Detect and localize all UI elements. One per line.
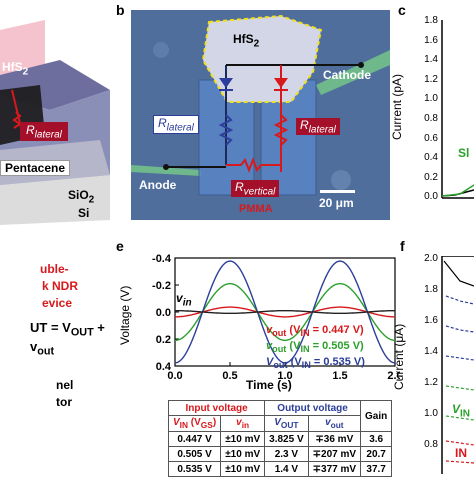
cell-vin: 0.447 V xyxy=(167,431,222,447)
panel-letter-e: e xyxy=(116,238,124,254)
table-sub-vin-small: vin xyxy=(220,415,266,432)
cell-vin-small: ±10 mV xyxy=(220,461,266,477)
y-tick-label: 0.2 xyxy=(156,334,171,346)
y-tick-label: 0.4 xyxy=(424,152,438,164)
optical-micrograph: HfS2 Cathode Anode Rlateral Rlateral Rve… xyxy=(131,10,390,220)
panel-c-ylabel: Current (pA) xyxy=(390,73,404,140)
series-line xyxy=(175,283,395,342)
y-tick-label: 1.6 xyxy=(424,34,438,46)
y-tick-label: 1.4 xyxy=(424,54,438,66)
channel-text: nel xyxy=(56,378,74,392)
x-tick-label: 0.0 xyxy=(167,370,182,382)
equation-text: UT = VOUT + vout xyxy=(30,320,105,358)
table-row: 0.535 V ±10 mV 1.4 V ∓377 mV 37.7 xyxy=(167,461,393,477)
y-tick-label: 0.6 xyxy=(424,132,438,144)
panel-e-legend: vout (VIN = 0.447 V) vout (VIN = 0.505 V)… xyxy=(266,324,365,373)
pentacene-label: Pentacene xyxy=(0,160,71,176)
panel-f-axes xyxy=(441,256,474,474)
panel-f-ylabel: Current (μA) xyxy=(392,323,406,390)
y-tick-label: 0.8 xyxy=(424,113,438,124)
cell-vout: 1.4 V xyxy=(264,461,309,477)
x-tick-label: 0.5 xyxy=(222,370,237,382)
cathode-label: Cathode xyxy=(323,68,371,82)
r-lateral-label-a: Rlateral xyxy=(20,122,68,142)
x-tick-label: 1.5 xyxy=(332,370,347,382)
y-tick-label: 0.4 xyxy=(156,361,172,373)
table-row: 0.505 V ±10 mV 2.3 V ∓207 mV 20.7 xyxy=(167,446,393,462)
cell-gain: 37.7 xyxy=(360,461,393,477)
table-header-gain: Gain xyxy=(360,400,393,432)
x-tick-label: 1.0 xyxy=(277,370,292,382)
transistor-text: tor xyxy=(56,395,72,409)
y-tick-label: 1.2 xyxy=(424,377,438,388)
panel-letter-b: b xyxy=(116,2,125,18)
gain-table: Input voltage Output voltage Gain VIN (V… xyxy=(167,400,393,477)
y-tick-label: 1.8 xyxy=(424,15,438,26)
anode-label: Anode xyxy=(139,178,177,192)
table-header-output: Output voltage xyxy=(264,400,362,416)
y-tick-label: 0.2 xyxy=(424,171,438,183)
panel-e-chart: 0.4 0.2 0.0 -0.2 -0.4 0.0 0.5 1.0 1.5 2.0 xyxy=(152,253,400,382)
cell-vout: 2.3 V xyxy=(264,446,309,462)
series-line xyxy=(175,306,395,318)
si-label: Si xyxy=(78,206,90,220)
table-sub-vout: VOUT xyxy=(264,415,309,432)
y-tick-label: 2.0 xyxy=(424,253,438,264)
legend-entry: vout (VIN = 0.505 V) xyxy=(266,340,364,355)
panel-e-xlabel: Time (s) xyxy=(246,378,292,392)
table-sub-vin: VIN (VGS) xyxy=(167,415,222,432)
cell-vin: 0.535 V xyxy=(167,461,222,477)
cell-vout-small: ∓377 mV xyxy=(307,461,362,477)
series-line xyxy=(175,310,395,315)
y-tick-label: -0.4 xyxy=(152,253,172,265)
y-tick-label: 1.0 xyxy=(424,408,438,419)
r-lateral-right-label: Rlateral xyxy=(296,118,340,136)
x-tick-label: 2.0 xyxy=(387,370,400,382)
panel-c-axes xyxy=(441,20,474,199)
r-vertical-label: Rvertical xyxy=(231,180,280,198)
y-tick-label: 1.8 xyxy=(424,284,438,295)
y-tick-label: 1.0 xyxy=(424,93,438,105)
y-tick-label: 1.2 xyxy=(424,73,438,85)
panel-letter-f: f xyxy=(400,238,405,254)
table-row: 0.447 V ±10 mV 3.825 V ∓36 mV 3.6 xyxy=(167,431,393,447)
legend-entry: vout (VIN = 0.447 V) xyxy=(266,324,364,339)
r-lateral-left-label: Rlateral xyxy=(153,115,199,135)
table-header-input: Input voltage xyxy=(167,400,266,416)
hfs2-label-a: HfS2 xyxy=(2,60,29,78)
cell-vin-small: ±10 mV xyxy=(220,446,266,462)
ndr-text-line1: uble- xyxy=(40,262,69,276)
y-tick-label: 1.6 xyxy=(424,315,438,326)
cell-vout: 3.825 V xyxy=(264,431,309,447)
cell-gain: 3.6 xyxy=(360,431,393,447)
cell-vout-small: ∓36 mV xyxy=(307,431,362,447)
pmma-label: PMMA xyxy=(239,203,273,215)
scale-bar-label: 20 μm xyxy=(319,196,354,210)
cell-vin-small: ±10 mV xyxy=(220,431,266,447)
ndr-text-line2: k NDR xyxy=(42,279,79,293)
cell-vout-small: ∓207 mV xyxy=(307,446,362,462)
y-tick-label: 1.4 xyxy=(424,346,438,357)
ndr-text-line3: evice xyxy=(42,296,73,310)
panel-f-annotation-red: IN xyxy=(455,446,467,460)
panel-c-annotation: Sl xyxy=(458,146,470,160)
panel-f-annotation-vin: VIN xyxy=(452,402,471,420)
cell-gain: 20.7 xyxy=(360,446,393,462)
vin-label: vin xyxy=(176,291,192,309)
panel-a: HfS2 Rlateral Pentacene SiO2 Si uble- k … xyxy=(0,0,110,474)
cell-vin: 0.505 V xyxy=(167,446,222,462)
series-line xyxy=(174,260,396,364)
y-tick-label: 0.8 xyxy=(424,439,438,450)
y-tick-label: 0.0 xyxy=(156,307,171,319)
device-schematic xyxy=(0,20,110,225)
y-tick-label: -0.2 xyxy=(152,280,171,292)
hfs2-label-b: HfS2 xyxy=(233,32,260,50)
panel-letter-c: c xyxy=(398,2,406,18)
table-sub-vout-small: vout xyxy=(307,415,362,432)
y-tick-label: 0.0 xyxy=(424,191,438,203)
sio2-label: SiO2 xyxy=(68,188,95,206)
legend-entry: Vout (VIN = 0.535 V) xyxy=(266,356,365,371)
